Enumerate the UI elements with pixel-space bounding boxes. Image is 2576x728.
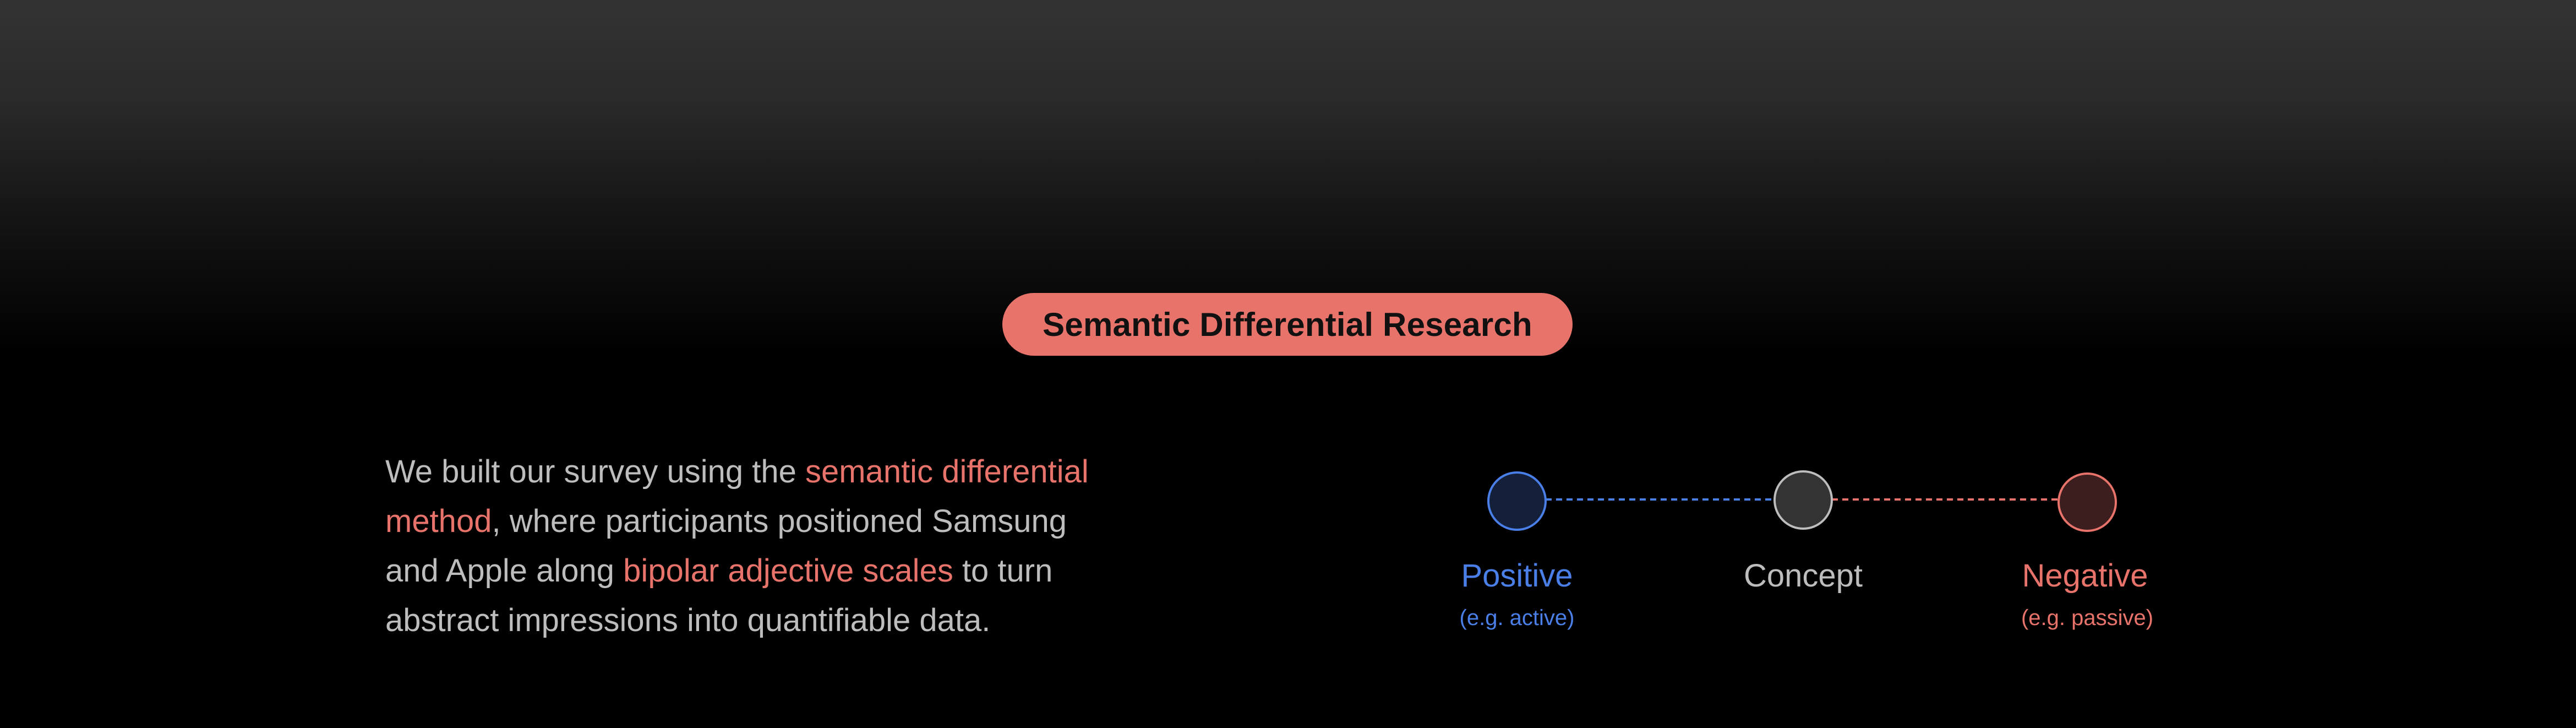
- description-text: to turn: [953, 553, 1053, 589]
- concept-label: Concept: [1743, 558, 1863, 594]
- highlight-method: method: [385, 503, 492, 539]
- description-text: We built our survey using the: [385, 454, 805, 490]
- highlight-semantic-differential: semantic differential: [805, 454, 1089, 490]
- highlight-bipolar-adjective-scales: bipolar adjective scales: [623, 553, 953, 589]
- description-line-3: and Apple along bipolar adjective scales…: [385, 546, 1178, 596]
- method-description: We built our survey using the semantic d…: [385, 447, 1178, 645]
- section-badge: Semantic Differential Research: [1002, 293, 1573, 356]
- description-text: and Apple along: [385, 553, 624, 589]
- description-line-1: We built our survey using the semantic d…: [385, 447, 1178, 497]
- badge-label: Semantic Differential Research: [1043, 306, 1532, 343]
- description-line-4: abstract impressions into quantifiable d…: [385, 596, 1178, 645]
- description-text: , where participants positioned Samsung: [492, 503, 1067, 539]
- negative-example: (e.g. passive): [2021, 606, 2154, 630]
- negative-label: Negative: [2022, 558, 2148, 594]
- positive-label: Positive: [1461, 558, 1573, 594]
- positive-example: (e.g. active): [1459, 606, 1575, 630]
- negative-pole-circle: [2057, 472, 2117, 532]
- description-line-2: method, where participants positioned Sa…: [385, 497, 1178, 546]
- concept-circle: [1773, 470, 1833, 530]
- description-text: abstract impressions into quantifiable d…: [385, 602, 991, 638]
- positive-pole-circle: [1487, 471, 1547, 531]
